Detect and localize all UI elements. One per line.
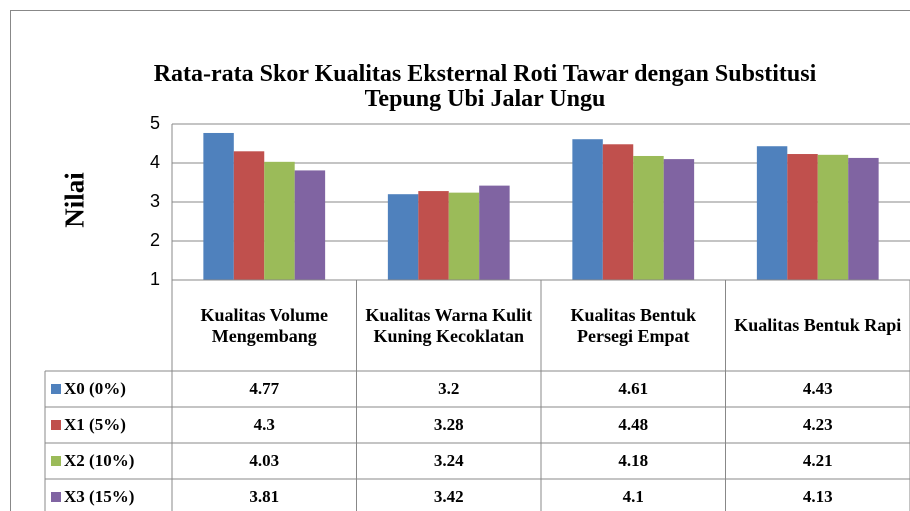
bar [787,154,818,280]
category-header: Kualitas Bentuk Persegi Empat [570,304,697,346]
legend-label: X3 (15%) [64,487,135,506]
chart-title: Rata-rata Skor Kualitas Eksternal Roti T… [153,61,817,112]
bar [848,157,879,280]
data-cell: 4.61 [618,379,649,398]
bar [817,154,849,280]
bar [633,155,664,280]
legend-entry: X3 (15%) [45,479,172,511]
y-tick-label: 2 [150,230,160,250]
bar [663,159,695,280]
legend-swatch [51,420,61,430]
bar [233,151,265,280]
data-cell: 4.23 [802,415,833,434]
bar [418,191,449,280]
category-header: Kualitas Warna Kulit Kuning Kecoklatan [365,304,533,346]
bar [448,192,480,280]
legend-label: X0 (0%) [64,379,126,398]
bar [479,185,510,280]
y-tick-label: 3 [150,191,160,211]
data-cell: 4.43 [802,379,833,398]
category-header: Kualitas Volume Mengembang [200,304,329,346]
data-cell: 3.24 [433,451,464,470]
legend-entry: X1 (5%) [45,407,172,443]
data-cell: 3.42 [433,487,464,506]
bar [264,161,295,280]
data-cell: 3.81 [249,487,280,506]
data-cell: 3.28 [433,415,464,434]
bar [203,132,234,280]
legend-label: X2 (10%) [64,451,135,470]
bar [756,146,788,280]
y-tick-label: 4 [150,152,160,172]
chart-frame [10,10,910,511]
bar [294,170,326,280]
data-cell: 3.2 [438,379,460,398]
data-cell: 4.3 [253,415,275,434]
data-cell: 4.18 [618,451,649,470]
legend-label: X1 (5%) [64,415,126,434]
y-tick-label: 1 [150,269,160,289]
data-cell: 4.03 [249,451,280,470]
data-cell: 4.1 [622,487,644,506]
legend-swatch [51,456,61,466]
bar [387,194,419,280]
legend-swatch [51,384,61,394]
bar [602,144,634,280]
data-cell: 4.13 [802,487,833,506]
legend-swatch [51,492,61,502]
legend-entry: X0 (0%) [45,371,172,407]
legend-entry: X2 (10%) [45,443,172,479]
category-header: Kualitas Bentuk Rapi [734,315,902,335]
data-cell: 4.48 [618,415,649,434]
bar [572,139,603,280]
data-cell: 4.21 [802,451,833,470]
data-cell: 4.77 [249,379,280,398]
y-tick-label: 5 [150,113,160,133]
